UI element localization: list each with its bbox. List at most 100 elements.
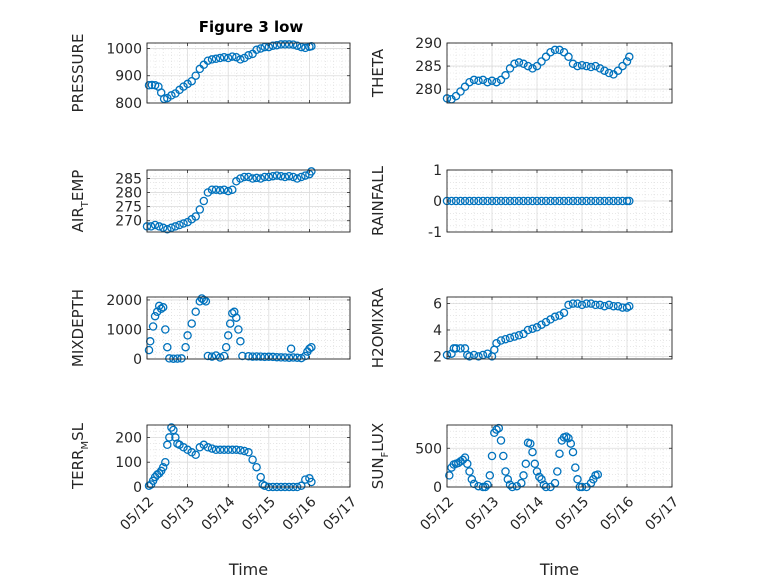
y-tick-label: 1000: [106, 41, 142, 57]
data-point: [244, 51, 253, 60]
data-point: [256, 352, 265, 361]
data-point: [492, 425, 501, 434]
data-point: [562, 432, 571, 441]
data-point: [248, 174, 257, 183]
data-point: [528, 64, 537, 73]
data-point: [586, 196, 596, 206]
data-point: [595, 64, 605, 73]
data-point: [445, 471, 454, 480]
data-point: [625, 52, 634, 62]
data-point: [256, 44, 265, 53]
y-tick-label: 6: [433, 297, 442, 313]
data-point: [280, 353, 290, 362]
data-point: [191, 71, 200, 80]
data-point: [469, 196, 479, 206]
data-point: [211, 54, 221, 64]
data-point: [600, 66, 609, 75]
data-point: [609, 196, 618, 206]
data-point: [451, 196, 461, 206]
data-point: [591, 61, 600, 71]
data-point: [465, 196, 474, 206]
data-point: [195, 205, 205, 214]
y-tick-label: 285: [115, 171, 142, 187]
y-tick-label: 280: [415, 82, 442, 98]
data-point: [593, 470, 603, 479]
data-point: [582, 196, 591, 206]
ylabel-main: H2OMIXRA: [369, 287, 387, 368]
data-point: [566, 439, 576, 448]
data-point: [288, 40, 298, 49]
data-point: [541, 196, 551, 206]
data-point: [467, 475, 477, 484]
data-point: [573, 475, 582, 484]
y-tick-label: 100: [115, 455, 142, 471]
data-point: [264, 172, 274, 182]
data-point: [571, 463, 580, 472]
subplot-pressure: 800 900 1000 PRESSURE: [69, 34, 351, 113]
data-point: [297, 42, 306, 52]
data-point: [487, 76, 497, 86]
data-point: [478, 196, 488, 206]
data-point: [582, 299, 591, 308]
data-point: [179, 219, 188, 228]
y-tick-label: 0: [133, 352, 142, 368]
data-point: [292, 41, 302, 50]
subplot-ylabel: SUNFLUX: [369, 423, 391, 489]
data-point: [532, 196, 542, 206]
data-point: [460, 196, 470, 206]
data-point: [503, 475, 513, 484]
data-point: [232, 445, 241, 455]
data-point: [519, 59, 528, 69]
data-point: [451, 344, 461, 353]
data-point: [568, 59, 578, 69]
data-point: [604, 68, 614, 78]
data-point: [161, 325, 170, 334]
data-point: [292, 174, 302, 183]
y-tick-label: 4: [433, 323, 442, 339]
data-point: [465, 352, 474, 361]
data-point: [191, 307, 200, 317]
data-point: [465, 77, 474, 87]
data-point: [510, 196, 519, 206]
data-point: [276, 353, 286, 362]
data-point: [496, 196, 506, 206]
data-point: [219, 185, 229, 194]
data-point: [595, 300, 605, 310]
data-point: [600, 196, 609, 206]
data-point: [528, 447, 537, 457]
data-point: [526, 439, 535, 448]
data-point: [622, 57, 632, 66]
data-point: [169, 425, 178, 435]
data-point: [591, 196, 600, 206]
data-point: [219, 445, 229, 455]
y-tick-label: 290: [415, 36, 442, 52]
y-tick-label: 800: [115, 96, 142, 112]
data-point: [559, 196, 569, 206]
ylabel-tail: EMP: [69, 170, 87, 201]
data-point: [625, 301, 634, 311]
data-point: [158, 303, 168, 312]
data-point: [219, 52, 229, 62]
data-point: [301, 43, 310, 53]
figure-title: Figure 3 low: [199, 18, 304, 36]
data-point: [456, 87, 465, 96]
data-point: [165, 354, 174, 363]
axes-box: [146, 424, 351, 488]
data-point: [268, 41, 278, 50]
data-point: [528, 196, 537, 206]
ylabel-main: TERR: [69, 450, 87, 491]
data-point: [514, 196, 524, 206]
data-point: [465, 467, 474, 476]
subplot-ylabel: PRESSURE: [69, 34, 87, 113]
data-point: [501, 334, 510, 344]
data-point: [167, 423, 176, 432]
data-point: [171, 222, 180, 231]
ylabel-subscript: F: [380, 451, 391, 457]
y-tick-label: 200: [115, 430, 142, 446]
y-tick-label: 270: [115, 214, 142, 230]
data-point: [191, 450, 200, 460]
data-point: [156, 304, 166, 314]
data-point: [501, 196, 510, 206]
data-point: [530, 459, 540, 469]
data-point: [618, 61, 627, 71]
